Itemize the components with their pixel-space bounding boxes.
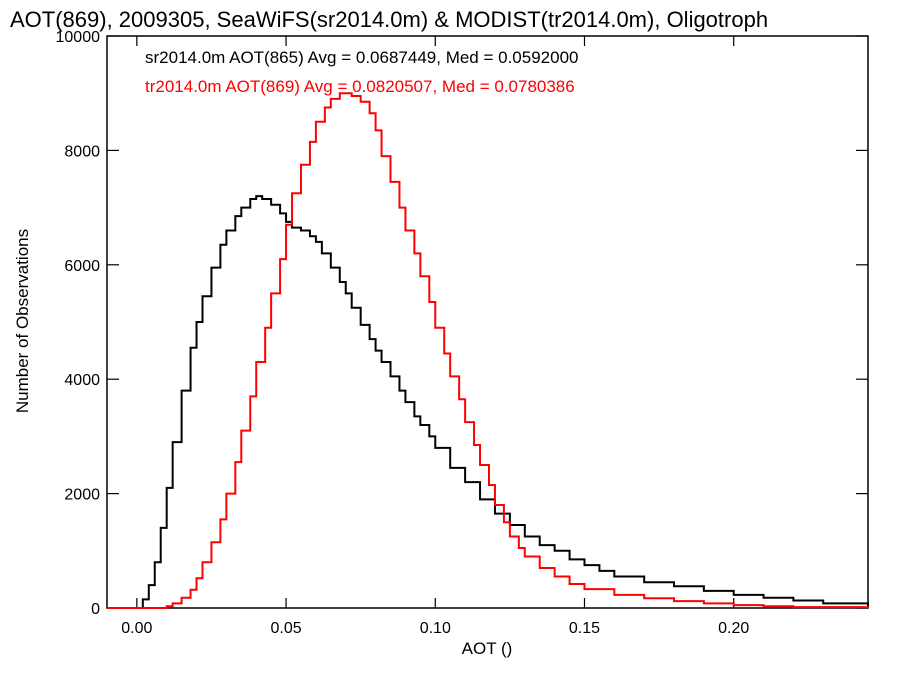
y-axis-label: Number of Observations xyxy=(13,229,32,413)
y-tick-label: 2000 xyxy=(64,487,100,504)
x-tick-label: 0.15 xyxy=(569,620,600,637)
plot-frame xyxy=(106,35,869,609)
x-tick-label: 0.00 xyxy=(121,620,152,637)
y-tick-label: 8000 xyxy=(64,143,100,160)
series-line-1 xyxy=(107,92,869,609)
y-axis: 0 2000 4000 6000 8000 10000 xyxy=(56,29,868,618)
y-tick-label: 6000 xyxy=(64,258,100,275)
plot-area xyxy=(106,35,869,609)
x-tick-label: 0.05 xyxy=(270,620,301,637)
x-axis: 0.00 0.05 0.10 0.15 0.20 xyxy=(121,36,749,637)
series-layer xyxy=(107,92,869,609)
legend-annotation-black: sr2014.0m AOT(865) Avg = 0.0687449, Med … xyxy=(145,48,579,67)
x-axis-label: AOT () xyxy=(462,639,513,658)
chart-title: AOT(869), 2009305, SeaWiFS(sr2014.0m) & … xyxy=(10,7,768,32)
y-tick-label: 4000 xyxy=(64,372,100,389)
x-tick-label: 0.20 xyxy=(718,620,749,637)
x-tick-label: 0.10 xyxy=(420,620,451,637)
y-tick-label: 0 xyxy=(91,601,100,618)
legend-annotation-red: tr2014.0m AOT(869) Avg = 0.0820507, Med … xyxy=(145,77,575,96)
y-tick-label: 10000 xyxy=(56,29,101,46)
series-line-0 xyxy=(107,195,869,609)
